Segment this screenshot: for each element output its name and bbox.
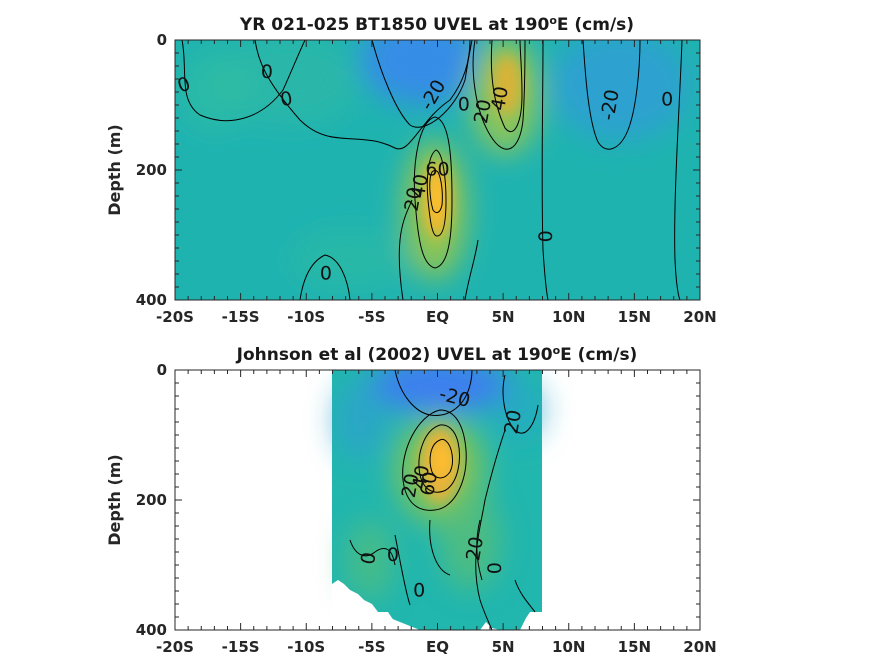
top-contour-label: 60 [425, 159, 449, 181]
bottom-contour-label: 60 [416, 470, 442, 498]
bottom-x-tick-label: -5S [358, 638, 385, 656]
bottom-contour-label: 0 [357, 551, 381, 567]
top-chart-title: YR 021-025 BT1850 UVEL at 190oE (cm/s) [239, 14, 634, 36]
top-heatmap [175, 40, 700, 300]
bottom-contour-label: 20 [500, 408, 526, 436]
bottom-contour-label: 0 [413, 580, 425, 602]
top-x-tick-label: EQ [426, 308, 449, 326]
top-y-axis-label: Depth (m) [105, 124, 124, 216]
bottom-y-tick-label: 400 [136, 621, 167, 639]
bottom-contour-label: 40 [408, 463, 434, 491]
top-contour-label: 0 [535, 230, 557, 242]
bottom-x-ticks: -20S -15S -10S -5S EQ 5N 10N 15N 20N [156, 370, 717, 656]
top-contour-label: 40 [407, 172, 433, 200]
bottom-contour-label: 20 [398, 472, 424, 500]
top-contour-label: 40 [487, 85, 513, 113]
top-contour-label: 20 [400, 185, 426, 213]
bottom-x-tick-label: 5N [492, 638, 515, 656]
top-y-tick-label: 200 [136, 161, 167, 179]
top-contour-label: 20 [470, 98, 496, 126]
top-contour-label: 0 [320, 263, 332, 285]
top-contour-label: 0 [661, 88, 673, 110]
bottom-x-tick-label: -10S [287, 638, 325, 656]
top-x-tick-label: 5N [492, 308, 515, 326]
top-contour-label: 0 [261, 61, 273, 83]
bottom-contour-label: 20 [462, 535, 488, 563]
top-x-tick-label: -20S [156, 308, 194, 326]
bottom-contour-label: 0 [387, 544, 399, 566]
top-x-tick-label: 15N [618, 308, 651, 326]
bottom-contour-label: 0 [484, 562, 506, 574]
bottom-x-tick-label: 10N [552, 638, 585, 656]
top-x-ticks: -20S -15S -10S -5S EQ 5N 10N 15N 20N [156, 40, 717, 326]
bottom-x-tick-label: 20N [683, 638, 716, 656]
bottom-y-axis-label: Depth (m) [105, 454, 124, 546]
bottom-y-tick-label: 0 [157, 361, 167, 379]
top-x-tick-label: -10S [287, 308, 325, 326]
top-x-tick-label: 10N [552, 308, 585, 326]
bottom-y-tick-label: 200 [136, 491, 167, 509]
top-x-tick-label: -15S [222, 308, 260, 326]
top-x-tick-label: -5S [358, 308, 385, 326]
bottom-x-tick-label: -15S [222, 638, 260, 656]
bottom-chart-title: Johnson et al (2002) UVEL at 190oE (cm/s… [236, 344, 638, 366]
bottom-x-tick-label: EQ [426, 638, 449, 656]
bottom-x-tick-label: 15N [618, 638, 651, 656]
bottom-heatmap [175, 370, 700, 630]
top-contour-label: -20 [597, 88, 624, 122]
top-y-tick-label: 400 [136, 291, 167, 309]
bottom-data-region [332, 370, 545, 630]
bottom-x-tick-label: -20S [156, 638, 194, 656]
top-x-tick-label: 20N [683, 308, 716, 326]
top-contour-label: 0 [279, 87, 295, 111]
top-y-tick-label: 0 [157, 31, 167, 49]
top-contour-label: 0 [458, 94, 470, 116]
